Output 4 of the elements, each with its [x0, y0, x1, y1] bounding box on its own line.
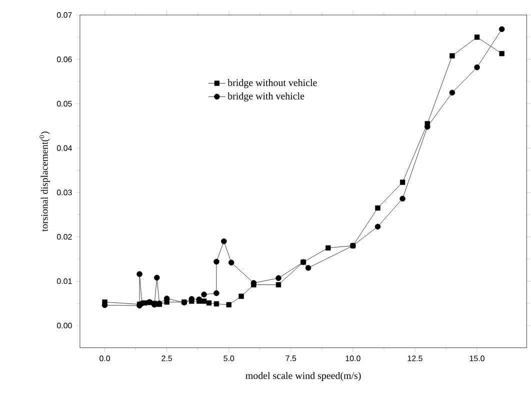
y-axis-title: torsional displacement($^{0}$) — [39, 132, 50, 232]
x-axis-title: model scale wind speed(m/s) — [246, 372, 361, 382]
legend-label: bridge without vehicle — [228, 79, 317, 88]
legend-label: bridge with vehicle — [228, 92, 304, 102]
